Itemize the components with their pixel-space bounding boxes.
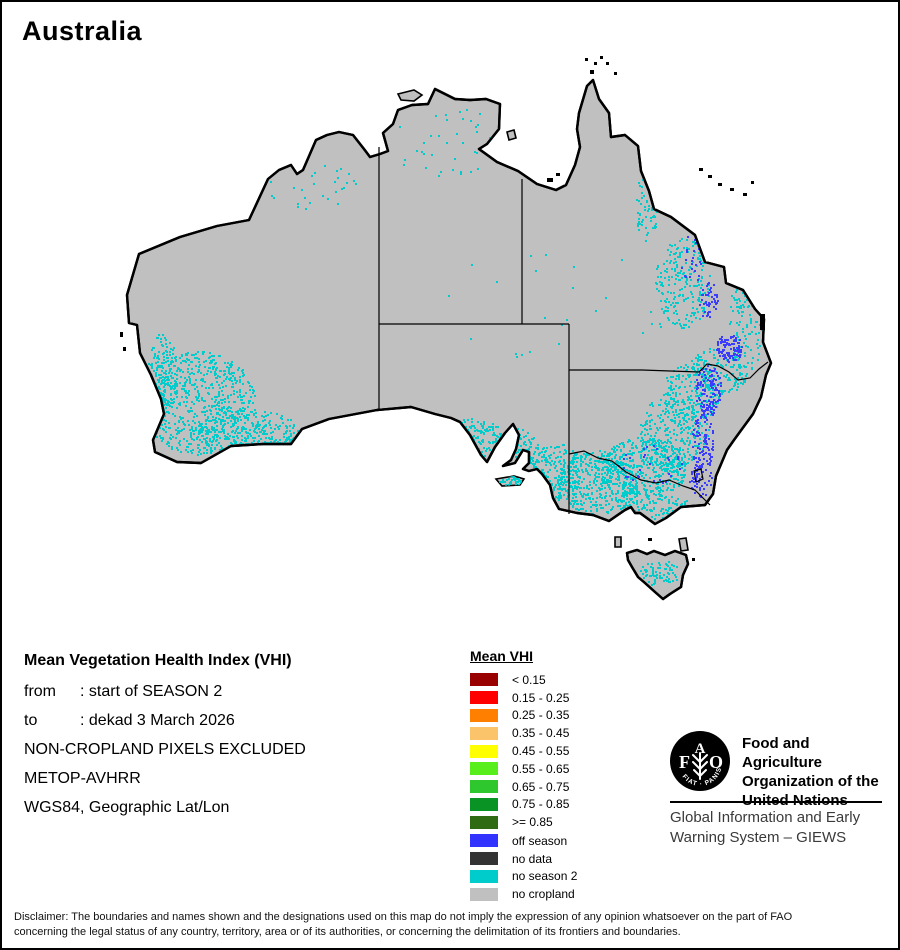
legend-swatch (470, 726, 498, 740)
legend-swatch (470, 691, 498, 705)
legend-swatch (470, 887, 498, 901)
legend-swatch (470, 744, 498, 758)
legend-row: 0.15 - 0.25 (470, 689, 569, 707)
australia-map (120, 56, 773, 601)
svg-text:A: A (695, 741, 706, 757)
groote-eylandt (506, 129, 517, 141)
info-from-label: from (24, 683, 56, 700)
info-from-value: : start of SEASON 2 (80, 683, 223, 700)
legend-row: no data (470, 850, 577, 868)
fao-divider (670, 801, 882, 803)
info-row-to: to : dekad 3 March 2026 (24, 712, 306, 730)
legend-row: 0.35 - 0.45 (470, 724, 569, 742)
legend-row: 0.25 - 0.35 (470, 707, 569, 725)
legend-categories: off season no data no season 2 no cropla… (470, 832, 577, 903)
legend-swatch (470, 708, 498, 722)
legend-swatch (470, 797, 498, 811)
legend-row: 0.65 - 0.75 (470, 778, 569, 796)
legend-vhi-scale: Mean VHI < 0.15 0.15 - 0.25 0.25 - 0.35 … (470, 648, 569, 831)
legend-swatch (470, 834, 498, 848)
melville-island (396, 89, 424, 102)
svg-text:F: F (679, 752, 690, 772)
legend-heading: Mean VHI (470, 648, 534, 664)
fao-logo-icon: F A O FIAT · PANIS (670, 731, 730, 791)
legend-swatch (470, 673, 498, 687)
legend-swatch (470, 762, 498, 776)
legend-row: 0.75 - 0.85 (470, 796, 569, 814)
legend-row: no season 2 (470, 868, 577, 886)
islets (120, 56, 765, 561)
info-to-value: : dekad 3 March 2026 (80, 712, 235, 729)
flinders-island (678, 537, 689, 552)
legend-row: < 0.15 (470, 671, 569, 689)
landmass (125, 78, 773, 601)
legend-row: >= 0.85 (470, 813, 569, 831)
giews-label: Global Information and Early Warning Sys… (670, 809, 861, 846)
map-info-block: Mean Vegetation Health Index (VHI) from … (24, 652, 306, 828)
legend-row: 0.55 - 0.65 (470, 760, 569, 778)
info-line-noncropland: NON-CROPLAND PIXELS EXCLUDED (24, 741, 306, 758)
svg-text:O: O (709, 752, 723, 772)
legend-row: 0.45 - 0.55 (470, 742, 569, 760)
legend-swatch (470, 852, 498, 866)
qld-nsw-border (569, 361, 769, 381)
nsw-vic-border (568, 450, 711, 506)
info-to-label: to (24, 712, 38, 729)
info-heading: Mean Vegetation Health Index (VHI) (24, 652, 292, 669)
legend-row: no cropland (470, 885, 577, 903)
info-line-projection: WGS84, Geographic Lat/Lon (24, 799, 230, 816)
page-title: Australia (22, 16, 143, 46)
legend-swatch (470, 815, 498, 829)
disclaimer-text: Disclaimer: The boundaries and names sho… (14, 911, 793, 938)
legend-swatch (470, 869, 498, 883)
info-line-sensor: METOP-AVHRR (24, 770, 141, 787)
state-borders (378, 147, 769, 514)
coastline (125, 78, 773, 601)
legend-row: off season (470, 832, 577, 850)
act-border (693, 468, 704, 483)
info-row-from: from : start of SEASON 2 (24, 683, 306, 701)
fao-org-name: Food and Agriculture Organization of the… (742, 735, 879, 809)
king-island (614, 536, 622, 548)
legend-swatch (470, 780, 498, 794)
